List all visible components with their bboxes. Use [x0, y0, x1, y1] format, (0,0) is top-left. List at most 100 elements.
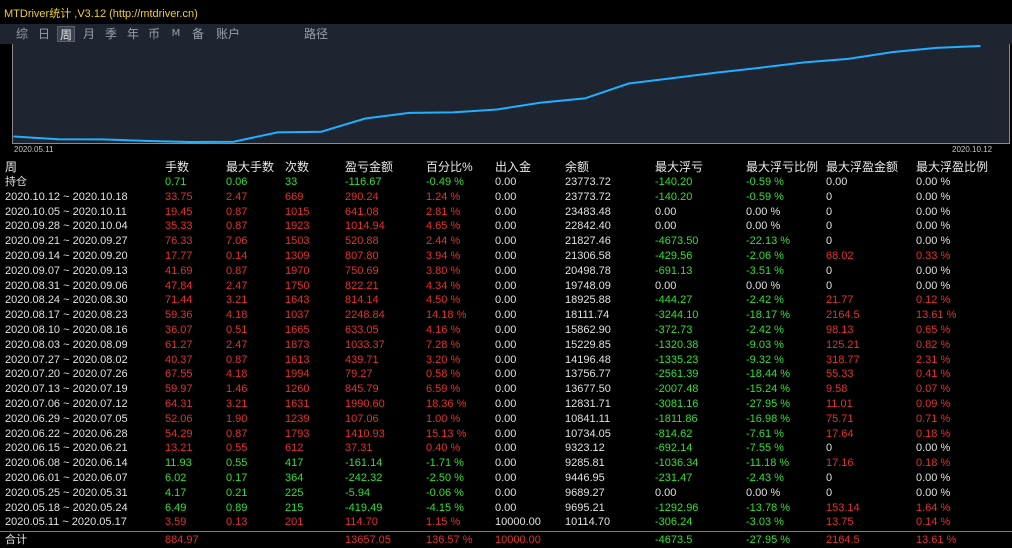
tab-path[interactable]: 路径	[303, 27, 328, 41]
table-cell: 0.89	[226, 501, 248, 514]
table-cell: 0.00 %	[746, 205, 781, 218]
table-cell: -9.32 %	[746, 353, 784, 366]
table-cell: 0.00 %	[916, 205, 951, 218]
tab-m[interactable]: M	[171, 28, 181, 39]
table-cell: 持仓	[5, 176, 27, 188]
table-cell: 0.17	[226, 472, 248, 484]
table-cell: 64.31	[165, 398, 193, 410]
table-cell: 0.00	[655, 279, 677, 292]
table-cell: 2020.06.15 ~ 2020.06.21	[5, 442, 128, 455]
table-cell: 3.20 %	[426, 353, 461, 366]
table-cell: 0	[826, 279, 833, 292]
table-cell: 0.18 %	[916, 457, 951, 470]
table-cell: 225	[285, 486, 304, 499]
table-cell: 35.33	[165, 220, 193, 233]
equity-point	[540, 101, 542, 104]
table-cell: 18925.88	[565, 294, 611, 307]
table-cell: -27.95 %	[746, 398, 791, 410]
equity-point	[408, 112, 410, 114]
table-cell: 0.12 %	[916, 294, 951, 307]
tab-currency[interactable]: 币	[147, 27, 160, 41]
table-cell: 0.65 %	[916, 324, 951, 336]
table-cell: -1320.38	[655, 338, 699, 351]
table-cell: 0.00	[495, 176, 517, 188]
table-cell: 3.21	[226, 398, 248, 410]
table-cell: 15229.85	[565, 338, 611, 351]
tab-week[interactable]: 周	[57, 26, 75, 42]
table-cell: 1.46	[226, 383, 248, 396]
tab-day[interactable]: 日	[37, 27, 50, 41]
table-cell: 13657.05	[345, 534, 391, 547]
table-cell: 0.00	[495, 264, 517, 277]
table-cell: 6.59 %	[426, 383, 461, 396]
table-cell: 0.51	[226, 324, 248, 336]
table-cell: -419.49	[345, 501, 383, 514]
tab-bar: 综 日 周 月 季 年 币 M 备 账户 路径	[0, 24, 1012, 44]
table-cell: -231.47	[655, 472, 693, 484]
table-row: 2020.10.12 ~ 2020.10.18 33.75 2.47 669 290.2…	[0, 190, 1012, 205]
tab-quarter[interactable]: 季	[104, 27, 117, 41]
table-cell: 0	[826, 472, 833, 484]
table-cell: -3.03 %	[746, 516, 784, 529]
table-cell: 18.36 %	[426, 398, 467, 410]
table-row: 2020.08.03 ~ 2020.08.09 61.27 2.47 1873 1033…	[0, 338, 1012, 353]
table-cell: 17.16	[826, 457, 854, 470]
table-cell: 0	[826, 442, 833, 455]
table-cell: 0.00	[495, 338, 517, 351]
table-cell: -18.17 %	[746, 309, 791, 322]
table-cell: 21306.58	[565, 250, 611, 262]
stats-table: 周 手数 最大手数 次数 盈亏金额 百分比% 出入金 余额 最大浮亏 最大浮亏比例 最大浮盈金额 最大…	[0, 158, 1012, 546]
table-cell: 2.47	[226, 190, 248, 203]
table-cell: -3.51 %	[746, 264, 784, 277]
table-row: 2020.06.01 ~ 2020.06.07 6.02 0.17 364 -242.3…	[0, 471, 1012, 486]
column-header: 最大手数	[226, 160, 275, 174]
tab-account[interactable]: 账户	[215, 27, 240, 41]
table-row: 2020.05.18 ~ 2020.05.24 6.49 0.89 215 -419.4…	[0, 501, 1012, 516]
table-cell: 0.00	[495, 309, 517, 322]
table-cell: 364	[285, 472, 304, 484]
table-cell: 59.36	[165, 309, 193, 322]
table-cell: 845.79	[345, 383, 379, 396]
table-row: 2020.07.13 ~ 2020.07.19 59.97 1.46 1260 845.…	[0, 382, 1012, 397]
table-row: 2020.09.14 ~ 2020.09.20 17.77 0.14 1309 807.…	[0, 249, 1012, 264]
table-cell: 1.90	[226, 412, 248, 425]
table-cell: 1037	[285, 309, 310, 322]
table-cell: 884.97	[165, 534, 199, 547]
table-cell: 13677.50	[565, 383, 611, 396]
table-cell: 0.40 %	[426, 442, 461, 455]
table-cell: -1.71 %	[426, 457, 464, 470]
table-cell: 1.15 %	[426, 516, 461, 529]
table-cell: 0.00	[495, 279, 517, 292]
equity-point	[188, 141, 191, 143]
equity-point	[891, 51, 893, 53]
table-cell: 1503	[285, 235, 310, 248]
table-cell: -140.20	[655, 176, 693, 188]
column-header: 百分比%	[426, 160, 473, 174]
table-cell: 1.64 %	[916, 501, 951, 514]
table-row: 2020.08.10 ~ 2020.08.16 36.07 0.51 1665 633.…	[0, 323, 1012, 338]
table-cell: 15.13 %	[426, 427, 467, 440]
table-cell: 2020.08.10 ~ 2020.08.16	[5, 324, 128, 336]
table-cell: 1033.37	[345, 338, 385, 351]
tab-year[interactable]: 年	[126, 27, 139, 41]
table-cell: 417	[285, 457, 304, 470]
table-cell: -444.27	[655, 294, 693, 307]
tab-summary[interactable]: 综	[15, 27, 28, 41]
table-cell: 2020.10.12 ~ 2020.10.18	[5, 190, 128, 203]
chart-x-end-label: 2020.10.12	[952, 145, 993, 154]
table-cell: -692.14	[655, 442, 693, 455]
tab-month[interactable]: 月	[82, 27, 95, 41]
table-cell: 3.21	[226, 294, 248, 307]
table-row: 2020.05.11 ~ 2020.05.17 3.59 0.13 201 114.70…	[0, 515, 1012, 530]
equity-point	[627, 82, 630, 85]
table-cell: 125.21	[826, 338, 860, 351]
table-cell: 0.00	[495, 220, 517, 233]
tab-note[interactable]: 备	[191, 27, 204, 41]
table-row: 2020.05.25 ~ 2020.05.31 4.17 0.21 225 -5.94 -…	[0, 486, 1012, 501]
table-cell: 1014.94	[345, 220, 385, 233]
table-cell: 0.07 %	[916, 383, 951, 396]
equity-point	[496, 108, 498, 111]
table-row: 2020.10.05 ~ 2020.10.11 19.45 0.87 1015 641.…	[0, 205, 1012, 220]
table-cell: 79.27	[345, 368, 373, 381]
table-cell: 13.75	[826, 516, 854, 529]
